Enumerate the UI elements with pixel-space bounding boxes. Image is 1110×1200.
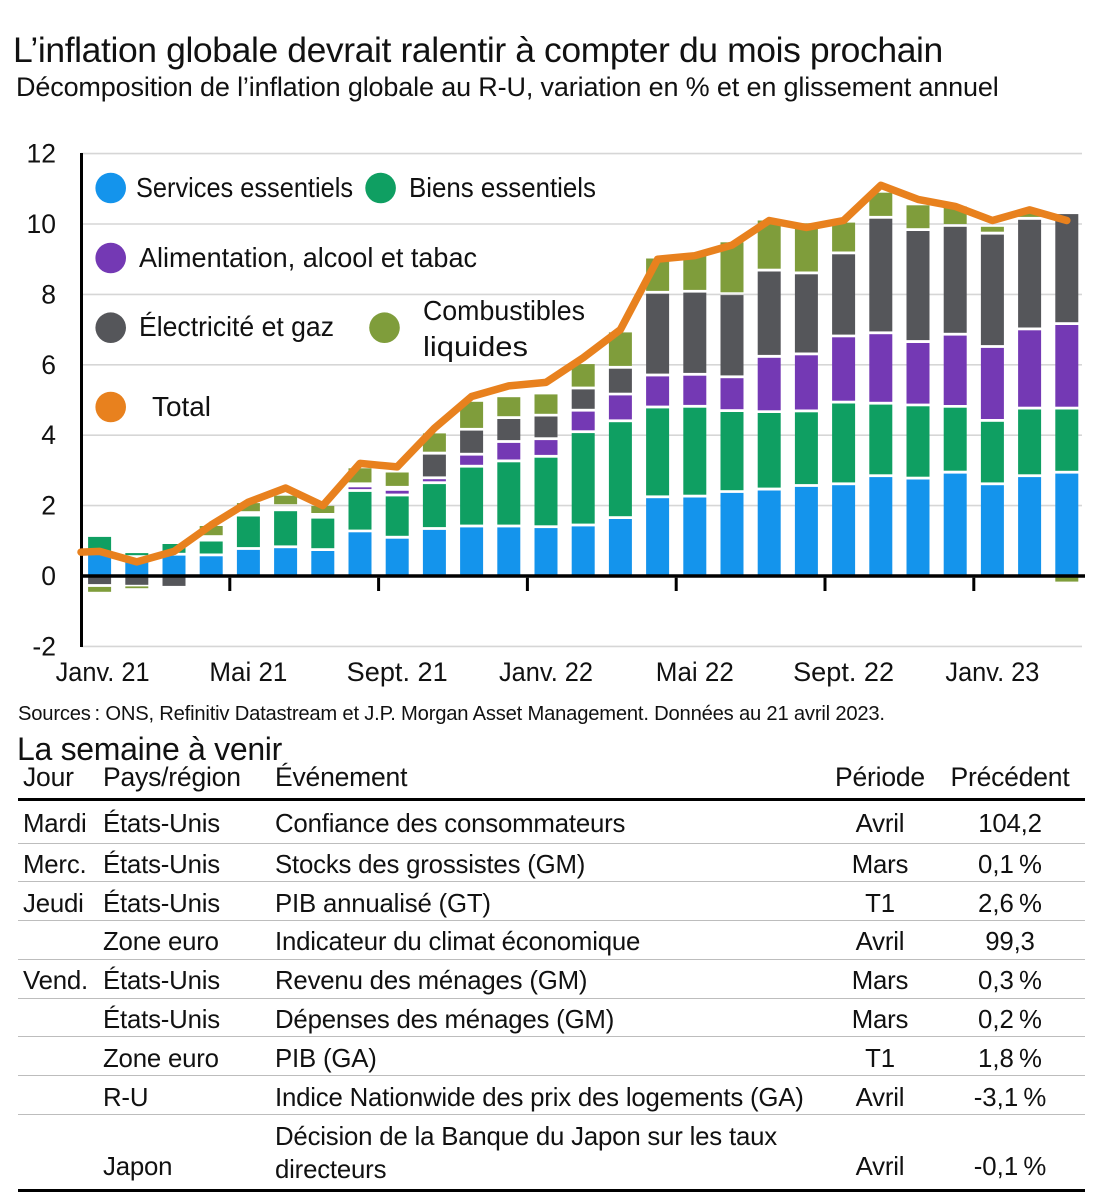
- svg-text:4: 4: [41, 420, 56, 450]
- svg-text:Biens essentiels: Biens essentiels: [409, 172, 596, 203]
- svg-text:2: 2: [41, 491, 56, 521]
- svg-text:liquides: liquides: [423, 331, 528, 362]
- svg-text:6: 6: [41, 350, 56, 380]
- svg-text:Électricité et gaz: Électricité et gaz: [139, 311, 334, 342]
- svg-text:-2: -2: [32, 631, 56, 661]
- svg-text:Sept. 22: Sept. 22: [793, 657, 894, 687]
- svg-text:12: 12: [27, 139, 56, 169]
- svg-text:Services essentiels: Services essentiels: [136, 172, 353, 203]
- svg-text:Total: Total: [152, 391, 211, 422]
- svg-text:10: 10: [27, 209, 56, 239]
- svg-text:Janv. 21: Janv. 21: [56, 657, 150, 687]
- svg-text:Janv. 23: Janv. 23: [945, 657, 1039, 687]
- svg-text:Combustibles: Combustibles: [423, 295, 585, 326]
- svg-text:Mai 21: Mai 21: [209, 657, 287, 687]
- svg-text:Alimentation, alcool et tabac: Alimentation, alcool et tabac: [139, 242, 477, 273]
- svg-text:0: 0: [41, 561, 56, 591]
- svg-text:Janv. 22: Janv. 22: [499, 657, 593, 687]
- svg-text:Sept. 21: Sept. 21: [347, 657, 448, 687]
- svg-text:Mai 22: Mai 22: [656, 657, 734, 687]
- svg-text:8: 8: [41, 279, 56, 309]
